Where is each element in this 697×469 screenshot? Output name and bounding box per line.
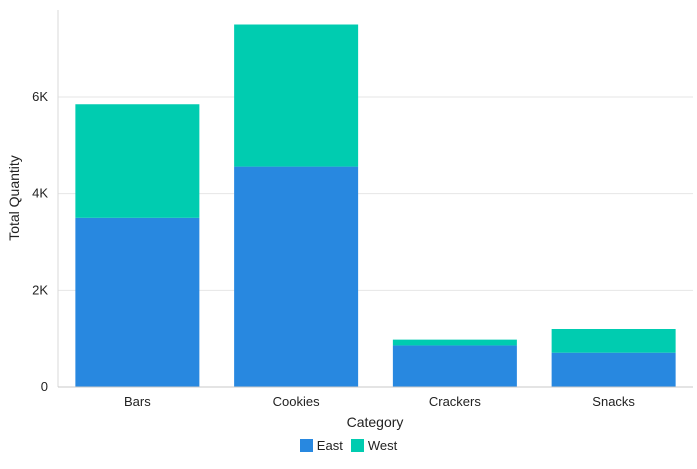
y-tick-label: 4K xyxy=(32,186,48,201)
x-tick-label: Cookies xyxy=(273,394,320,409)
legend-swatch-east xyxy=(299,439,313,452)
bar-west-cookies[interactable] xyxy=(234,24,359,167)
x-axis-title: Category xyxy=(347,414,404,430)
legend-label-east: East xyxy=(316,438,343,453)
y-axis-title: Total Quantity xyxy=(6,155,22,241)
legend-label-west: West xyxy=(367,438,398,453)
bars xyxy=(75,24,676,387)
legend-item-west[interactable]: West xyxy=(350,438,398,453)
y-tick-label: 2K xyxy=(32,282,48,297)
y-tick-label: 6K xyxy=(32,89,48,104)
bar-west-bars[interactable] xyxy=(75,104,200,218)
x-tick-label: Bars xyxy=(124,394,151,409)
x-tick-label: Snacks xyxy=(592,394,635,409)
bar-east-crackers[interactable] xyxy=(392,345,517,387)
legend-swatch-west xyxy=(350,439,364,452)
bar-east-cookies[interactable] xyxy=(234,166,359,387)
bar-east-snacks[interactable] xyxy=(551,352,676,387)
bar-west-crackers[interactable] xyxy=(392,339,517,346)
legend: East West xyxy=(0,438,697,453)
axes: 0 2K 4K 6K Bars Cookies Crackers Snacks xyxy=(32,10,693,409)
x-tick-label: Crackers xyxy=(429,394,482,409)
bar-west-snacks[interactable] xyxy=(551,329,676,353)
y-tick-label: 0 xyxy=(41,379,48,394)
legend-item-east[interactable]: East xyxy=(299,438,343,453)
bar-east-bars[interactable] xyxy=(75,217,200,387)
